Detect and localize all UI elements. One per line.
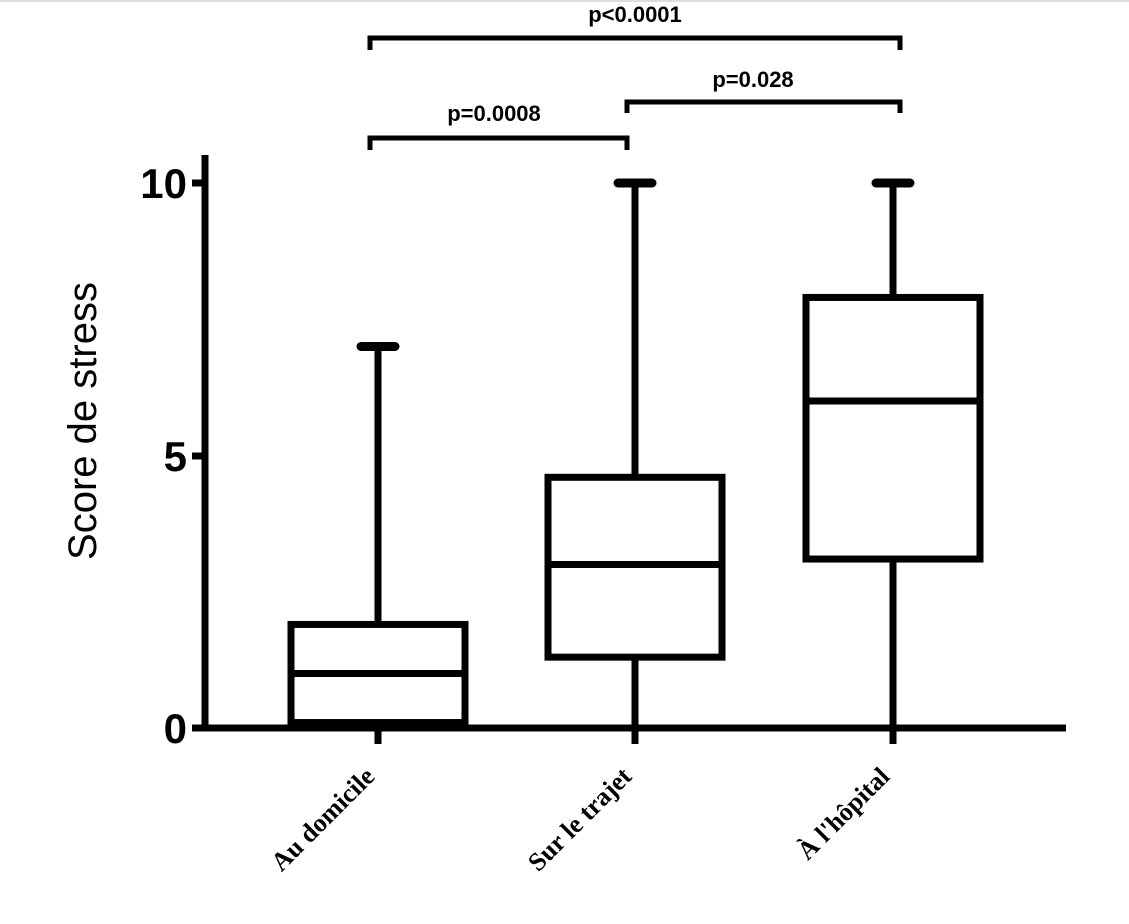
x-category-label-a-l-hopital: À l'hôpital [791,762,895,866]
significance-bracket-trajet-hopital: p=0.028 [624,67,903,113]
box-group-sur-le-trajet [544,178,726,728]
significance-bracket-domicile-trajet: p=0.0008 [367,101,630,150]
box-group-a-l-hopital [802,178,984,728]
x-category-label-sur-le-trajet: Sur le trajet [522,761,637,876]
bracket-line [367,135,630,150]
y-tick-label-5: 5 [164,433,187,480]
bracket-line [367,35,903,50]
p-value-label: p=0.0008 [447,101,541,126]
bracket-line [624,99,903,113]
significance-bracket-domicile-hopital: p<0.0001 [367,2,903,50]
p-value-label: p=0.028 [712,67,793,92]
y-axis-title: Score de stress [61,282,105,560]
y-tick-label-10: 10 [140,160,187,207]
y-tick-label-0: 0 [164,705,187,752]
p-value-label: p<0.0001 [588,2,682,27]
x-category-label-au-domicile: Au domicile [265,762,380,877]
box-group-au-domicile [287,342,469,728]
box-iqr [802,293,984,563]
